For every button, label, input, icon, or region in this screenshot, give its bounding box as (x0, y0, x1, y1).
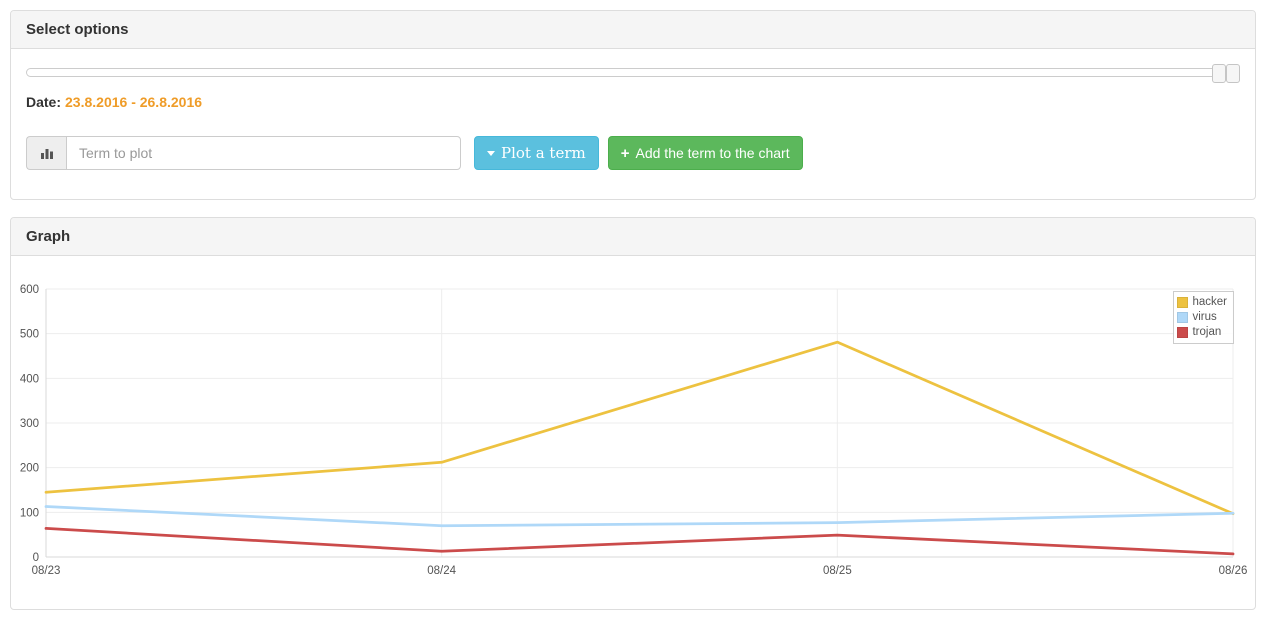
term-form-row: Plot a term + Add the term to the chart (26, 136, 1240, 170)
plus-icon: + (620, 144, 630, 162)
date-line: Date: 23.8.2016 - 26.8.2016 (26, 94, 1240, 110)
graph-title: Graph (11, 218, 1255, 256)
chart-canvas[interactable]: 0 100 200 300 400 500 600 08/23 08/24 08/25 08/26 (20, 276, 1248, 588)
legend-color-swatch (1177, 312, 1189, 323)
y-tick-label: 0 (33, 552, 39, 564)
legend-label: virus (1192, 311, 1217, 323)
slider-handle-end[interactable] (1226, 64, 1240, 83)
y-tick-label: 400 (20, 373, 39, 385)
caret-down-icon (487, 150, 495, 156)
series-line-hacker (44, 340, 1235, 516)
date-range-value: 23.8.2016 - 26.8.2016 (65, 94, 203, 110)
y-tick-label: 300 (20, 418, 39, 430)
x-tick-label: 08/26 (1219, 565, 1248, 577)
date-range-slider[interactable] (26, 64, 1240, 84)
legend-color-swatch (1177, 327, 1189, 338)
input-addon (26, 136, 66, 170)
legend-label: hacker (1192, 296, 1227, 308)
add-term-button[interactable]: + Add the term to the chart (607, 136, 803, 170)
legend-item-trojan: trojan (1177, 325, 1227, 340)
select-options-body: Date:23.8.2016 - 26.8.2016 Plot a term (11, 49, 1255, 199)
x-tick-label: 08/24 (427, 565, 456, 577)
x-tick-label: 08/25 (823, 565, 852, 577)
legend-item-hacker: hacker (1177, 295, 1227, 310)
legend-color-swatch (1177, 297, 1189, 308)
slider-track[interactable] (26, 68, 1240, 77)
bar-chart-icon (40, 149, 53, 159)
y-tick-label: 500 (20, 329, 39, 341)
legend-item-virus: virus (1177, 310, 1227, 325)
term-input-group (26, 136, 461, 170)
x-tick-label: 08/23 (32, 565, 61, 577)
series-line-virus (44, 505, 1235, 528)
line-chart[interactable]: 0 100 200 300 400 500 600 08/23 08/24 08/25 08/26 … (20, 276, 1248, 594)
add-term-button-label: Add the term to the chart (635, 145, 790, 161)
legend-label: trojan (1192, 326, 1222, 338)
date-label: Date: (26, 94, 62, 110)
chart-legend: hacker virus trojan (1173, 291, 1234, 344)
select-options-panel: Select options Date: 23.8.2016 - 26.8.201… (10, 10, 1256, 200)
select-options-title: Select options (11, 11, 1255, 49)
y-tick-label: 600 (20, 284, 39, 296)
y-tick-label: 200 (20, 463, 39, 475)
series-line-trojan (44, 527, 1235, 556)
slider-handle-start[interactable] (1212, 64, 1226, 83)
plot-term-button-label: Plot a term (501, 144, 586, 162)
y-tick-label: 100 (20, 507, 39, 519)
term-input[interactable] (66, 136, 461, 170)
plot-term-button[interactable]: Plot a term (474, 136, 599, 170)
graph-panel: Graph 0 100 200 300 400 500 600 08/23 08/24 08/25… (10, 217, 1256, 610)
graph-body: 0 100 200 300 400 500 600 08/23 08/24 08/25 08/26 … (11, 256, 1255, 609)
